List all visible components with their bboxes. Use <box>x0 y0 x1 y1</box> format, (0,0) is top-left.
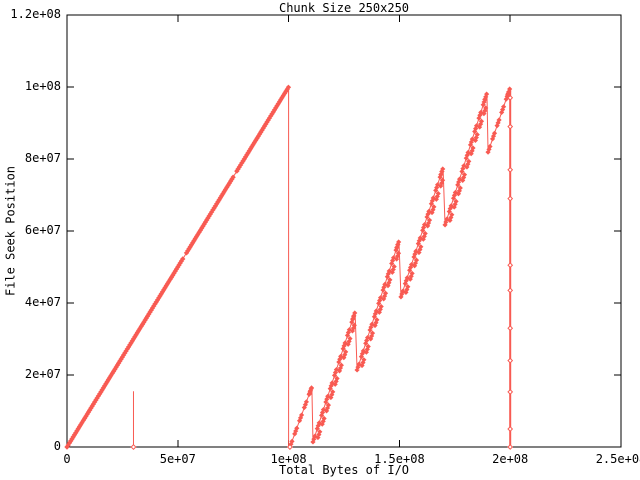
seek-drop-markers <box>130 443 137 451</box>
y-tick-label: 6e+07 <box>24 223 61 237</box>
x-tick-label: 5e+07 <box>159 452 196 466</box>
read-markers <box>287 86 513 450</box>
y-tick-label: 4e+07 <box>24 295 61 309</box>
write-markers <box>64 84 292 450</box>
axis-box <box>66 14 622 448</box>
x-tick-label: 2e+08 <box>492 452 529 466</box>
tick-marks <box>66 14 622 448</box>
y-axis-label: File Seek Position <box>3 165 18 297</box>
x-axis-label: Total Bytes of I/O <box>278 463 410 477</box>
read-drop-markers <box>286 94 514 451</box>
chart-title: Chunk Size 250x250 <box>278 1 410 15</box>
x-tick-label: 0 <box>63 452 71 466</box>
y-tick-label: 1.2e+08 <box>10 7 61 21</box>
y-tick-label: 1e+08 <box>24 79 61 93</box>
x-tick-label: 1.5e+08 <box>374 452 425 466</box>
seek-drop-lines <box>132 87 290 447</box>
x-tick-label: 1e+08 <box>270 452 307 466</box>
y-tick-label: 2e+07 <box>24 367 61 381</box>
y-tick-label: 0 <box>53 439 61 453</box>
y-tick-label: 8e+07 <box>24 151 61 165</box>
read-line <box>289 87 511 448</box>
x-tick-label: 2.5e+08 <box>595 452 640 466</box>
